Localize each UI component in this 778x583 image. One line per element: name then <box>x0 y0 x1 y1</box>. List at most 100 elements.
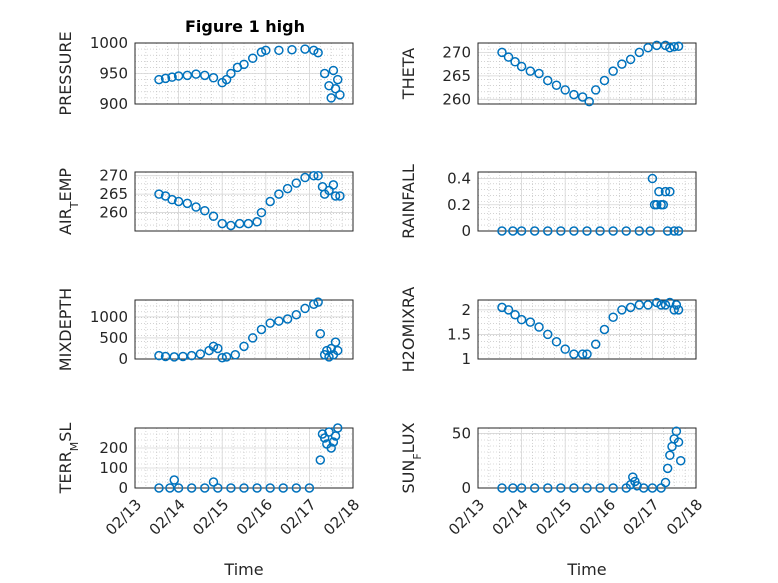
data-point <box>332 74 343 85</box>
data-point <box>191 202 201 212</box>
data-point <box>582 349 592 359</box>
data-point <box>278 483 288 493</box>
x-tick-label: 02/14 <box>489 496 532 539</box>
data-point <box>330 337 341 347</box>
data-point <box>167 72 177 82</box>
data-point <box>617 59 627 69</box>
data-point <box>252 483 262 493</box>
data-point <box>503 305 514 315</box>
x-tick-label: 02/15 <box>532 496 575 539</box>
data-point <box>300 303 310 314</box>
y-tick-label: 265 <box>442 67 471 85</box>
data-point <box>608 226 618 236</box>
y-axis-label: MIXDEPTH <box>56 288 75 371</box>
x-axis-label: Time <box>566 560 606 579</box>
data-point <box>543 226 553 236</box>
y-tick-label: 260 <box>442 90 471 108</box>
data-point <box>643 300 653 310</box>
data-point <box>560 85 570 95</box>
data-point <box>673 305 684 315</box>
data-point <box>625 54 636 65</box>
subplot-5: 0 500 1000 MIXDEPTH <box>56 288 354 371</box>
axes-frame <box>134 171 354 232</box>
data-point <box>160 73 171 84</box>
data-point <box>582 226 592 236</box>
data-point <box>291 178 302 188</box>
y-tick-label: 950 <box>99 65 128 83</box>
data-point <box>182 198 193 209</box>
x-tick-label: 02/14 <box>146 496 189 539</box>
y-tick-label: 0 <box>461 479 471 497</box>
x-tick-label: 02/16 <box>233 496 276 539</box>
data-point <box>529 226 540 236</box>
series-markers <box>154 170 345 231</box>
data-point <box>239 483 249 493</box>
data-point <box>510 57 520 67</box>
data-point <box>569 483 579 493</box>
y-tick-label: 100 <box>99 459 128 477</box>
data-point <box>643 42 653 53</box>
data-point <box>256 207 267 218</box>
data-point <box>274 45 284 56</box>
data-point <box>247 53 258 63</box>
x-tick-label: 02/13 <box>445 496 488 539</box>
data-point <box>291 483 302 493</box>
data-point <box>556 226 566 236</box>
data-point <box>191 69 201 79</box>
data-point <box>660 186 671 197</box>
subplot-8: 0 50 02/13 02/14 02/15 02/16 02/17 02/18 SUNFLUX… <box>399 422 706 579</box>
y-tick-label: 270 <box>99 167 128 185</box>
series-markers <box>154 44 345 103</box>
data-point <box>534 68 544 79</box>
data-point <box>673 226 684 236</box>
data-point <box>608 483 618 493</box>
y-tick-label: 1000 <box>90 308 128 326</box>
data-point <box>200 483 210 493</box>
data-point <box>326 343 336 354</box>
data-point <box>178 351 188 362</box>
data-point <box>313 170 323 181</box>
data-point <box>309 299 319 309</box>
data-point <box>577 349 588 359</box>
y-tick-label: 265 <box>99 185 128 203</box>
data-point <box>654 186 664 197</box>
data-point <box>497 226 507 236</box>
data-point <box>173 196 184 207</box>
y-tick-label: 1 <box>461 350 471 368</box>
axes-frame <box>477 299 697 360</box>
y-axis-label: PRESSURE <box>56 31 75 115</box>
data-point <box>556 483 566 493</box>
data-point <box>217 352 227 363</box>
data-point <box>247 333 258 343</box>
data-point <box>213 483 223 493</box>
data-point <box>154 74 164 85</box>
data-point <box>662 463 673 474</box>
data-point <box>300 44 310 54</box>
data-point <box>319 433 330 443</box>
x-tick-label: 02/16 <box>576 496 619 539</box>
data-point <box>173 71 184 81</box>
data-point <box>569 226 579 236</box>
y-axis-label: TERRMSL <box>56 423 81 495</box>
data-point <box>673 41 684 52</box>
data-point <box>656 300 666 310</box>
data-point <box>525 317 536 327</box>
data-point <box>510 310 520 320</box>
data-point <box>617 305 627 315</box>
data-point <box>658 200 669 210</box>
y-tick-label: 0.4 <box>447 170 471 188</box>
y-tick-label: 1000 <box>90 34 128 52</box>
data-point <box>599 324 610 335</box>
y-tick-label: 500 <box>99 329 128 347</box>
data-point <box>665 450 675 461</box>
data-point <box>543 483 553 493</box>
data-point <box>261 45 271 56</box>
data-point <box>256 324 267 335</box>
data-point <box>330 84 341 94</box>
data-point <box>634 47 645 58</box>
subplot-4: 0 0.2 0.4 RAINFALL <box>399 164 697 240</box>
data-point <box>560 344 570 354</box>
data-point <box>328 437 339 447</box>
data-point <box>282 183 293 194</box>
